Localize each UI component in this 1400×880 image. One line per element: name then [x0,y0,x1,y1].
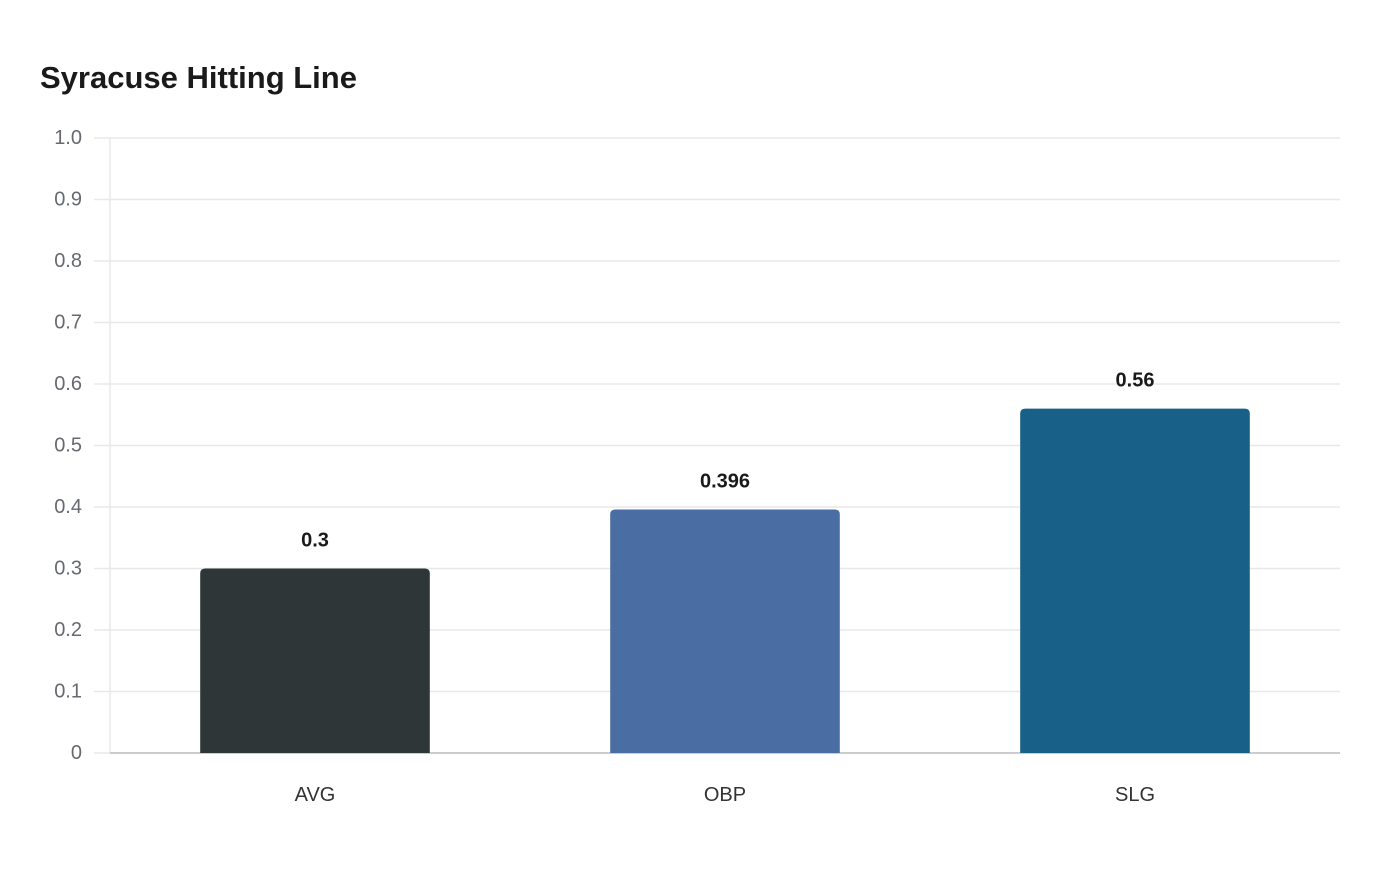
bars [200,408,1250,753]
bar-obp [610,509,840,753]
y-axis-ticks: 0 0.1 0.2 0.3 0.4 0.5 0.6 0.7 0.8 0.9 1.0 [54,127,110,764]
y-tick-label: 0.8 [54,250,82,272]
y-tick-label: 0 [71,742,82,764]
data-label-avg: 0.3 [301,530,329,552]
y-tick-label: 0.1 [54,681,82,703]
x-tick-label-slg: SLG [1115,784,1155,806]
y-tick-label: 0.7 [54,312,82,334]
data-labels: 0.3 0.396 0.56 [301,370,1154,552]
y-tick-label: 0.4 [54,496,82,518]
x-tick-label-avg: AVG [295,784,336,806]
y-tick-label: 0.9 [54,189,82,211]
bar-avg [200,568,430,753]
data-label-slg: 0.56 [1116,370,1155,392]
y-tick-label: 0.2 [54,619,82,641]
y-tick-label: 1.0 [54,127,82,149]
x-tick-label-obp: OBP [704,784,746,806]
data-label-obp: 0.396 [700,470,750,492]
y-tick-label: 0.6 [54,373,82,395]
y-tick-label: 0.5 [54,435,82,457]
chart-title: Syracuse Hitting Line [40,60,357,95]
x-axis-ticks: AVG OBP SLG [295,784,1155,806]
bar-slg [1020,408,1250,753]
y-tick-label: 0.3 [54,558,82,580]
